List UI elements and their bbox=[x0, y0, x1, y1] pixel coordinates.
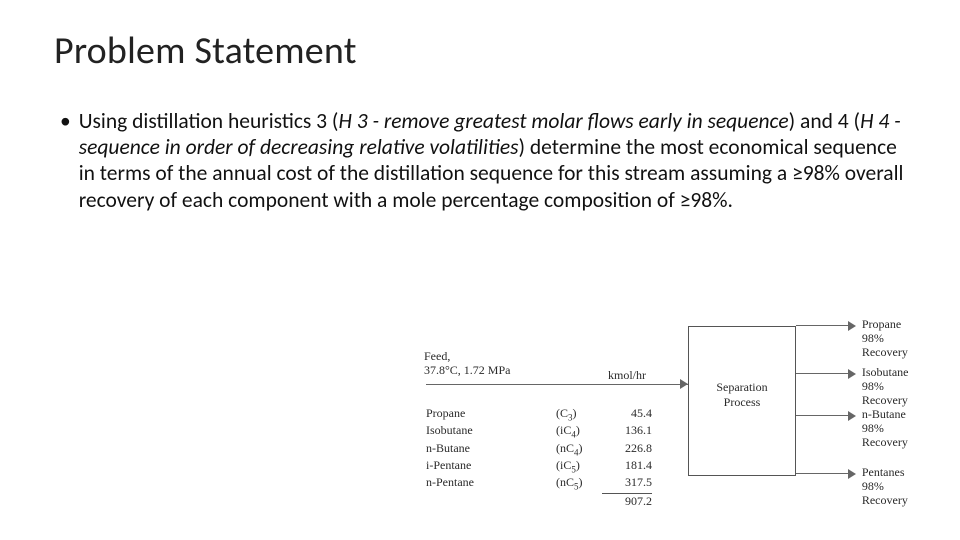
output-stream-line bbox=[796, 325, 848, 326]
bullet-lead: Using distillation heuristics 3 ( bbox=[79, 108, 339, 134]
bullet-dot: • bbox=[60, 108, 71, 213]
bullet-item: • Using distillation heuristics 3 (H 3 -… bbox=[54, 108, 906, 213]
output-stream-line bbox=[796, 373, 848, 374]
component-symbol: (nC4) bbox=[556, 441, 602, 458]
bullet-text: Using distillation heuristics 3 (H 3 - r… bbox=[79, 108, 906, 213]
output-component: Propane bbox=[862, 318, 930, 332]
table-row-total: 907.2 bbox=[426, 494, 652, 509]
output-stream: Propane98% Recovery bbox=[796, 318, 930, 359]
output-component: Pentanes bbox=[862, 466, 930, 480]
component-name: n-Butane bbox=[426, 441, 556, 458]
table-row: Propane(C3)45.4 bbox=[426, 406, 652, 423]
bullet-h3: H 3 - remove greatest molar flows early … bbox=[338, 108, 788, 134]
output-stream: Pentanes98% Recovery bbox=[796, 466, 930, 507]
component-name: Propane bbox=[426, 406, 556, 423]
component-symbol: (C3) bbox=[556, 406, 602, 423]
feed-label-line2: 37.8°C, 1.72 MPa bbox=[424, 364, 510, 378]
output-recovery: 98% Recovery bbox=[862, 422, 930, 450]
output-component: Isobutane bbox=[862, 366, 930, 380]
component-flowrate: 226.8 bbox=[602, 441, 652, 458]
output-stream-line bbox=[796, 415, 848, 416]
component-symbol: (nC5) bbox=[556, 475, 602, 492]
component-symbol: (iC4) bbox=[556, 423, 602, 440]
sep-label-line2: Process bbox=[704, 395, 780, 410]
component-symbol: (iC5) bbox=[556, 458, 602, 475]
output-label: Pentanes98% Recovery bbox=[862, 466, 930, 507]
total-flowrate: 907.2 bbox=[602, 494, 652, 509]
feed-composition-table: Propane(C3)45.4Isobutane(iC4)136.1n-Buta… bbox=[426, 406, 652, 508]
component-name: i-Pentane bbox=[426, 458, 556, 475]
process-diagram: Feed, 37.8°C, 1.72 MPa kmol/hr Propane(C… bbox=[390, 318, 930, 528]
output-arrow-icon bbox=[848, 369, 856, 379]
separation-process-label: Separation Process bbox=[704, 380, 780, 410]
sep-label-line1: Separation bbox=[704, 380, 780, 395]
component-flowrate: 136.1 bbox=[602, 423, 652, 440]
feed-stream-arrow-icon bbox=[680, 379, 688, 389]
feed-label-line1: Feed, bbox=[424, 350, 510, 364]
output-arrow-icon bbox=[848, 321, 856, 331]
flowrate-header: kmol/hr bbox=[608, 368, 646, 383]
output-stream: n-Butane98% Recovery bbox=[796, 408, 930, 449]
component-name: n-Pentane bbox=[426, 475, 556, 492]
output-recovery: 98% Recovery bbox=[862, 480, 930, 508]
output-arrow-icon bbox=[848, 411, 856, 421]
output-label: n-Butane98% Recovery bbox=[862, 408, 930, 449]
bullet-mid: ) and 4 ( bbox=[789, 108, 860, 134]
output-label: Propane98% Recovery bbox=[862, 318, 930, 359]
output-stream: Isobutane98% Recovery bbox=[796, 366, 930, 407]
component-flowrate: 45.4 bbox=[602, 406, 652, 423]
table-row: i-Pentane(iC5)181.4 bbox=[426, 458, 652, 475]
output-recovery: 98% Recovery bbox=[862, 380, 930, 408]
output-component: n-Butane bbox=[862, 408, 930, 422]
table-row: n-Pentane(nC5)317.5 bbox=[426, 475, 652, 492]
feed-stream-line bbox=[426, 384, 688, 385]
component-flowrate: 181.4 bbox=[602, 458, 652, 475]
feed-conditions-label: Feed, 37.8°C, 1.72 MPa bbox=[424, 350, 510, 378]
output-label: Isobutane98% Recovery bbox=[862, 366, 930, 407]
output-stream-line bbox=[796, 473, 848, 474]
component-name: Isobutane bbox=[426, 423, 556, 440]
slide-title: Problem Statement bbox=[54, 28, 906, 74]
table-row: Isobutane(iC4)136.1 bbox=[426, 423, 652, 440]
table-row: n-Butane(nC4)226.8 bbox=[426, 441, 652, 458]
output-arrow-icon bbox=[848, 469, 856, 479]
output-recovery: 98% Recovery bbox=[862, 332, 930, 360]
component-flowrate: 317.5 bbox=[602, 475, 652, 492]
